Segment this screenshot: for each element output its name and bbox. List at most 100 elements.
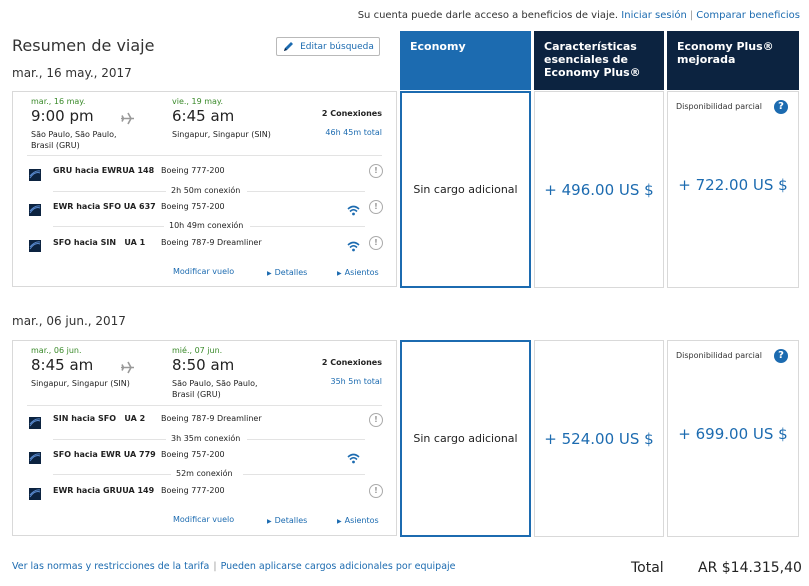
pencil-icon: [282, 41, 295, 53]
column-header-economy-plus-enhanced: Economy Plus® mejorada: [667, 31, 799, 90]
layover-duration: 52m conexión: [176, 469, 233, 478]
caret-right-icon: ▶: [267, 518, 272, 525]
divider: [27, 405, 382, 406]
edit-search-label: Editar búsqueda: [300, 41, 374, 52]
united-logo-icon: [29, 485, 41, 504]
wifi-icon: [347, 237, 360, 256]
modify-flight-link[interactable]: Modificar vuelo: [173, 267, 235, 276]
total-duration: 46h 45m total: [325, 128, 382, 137]
total-label: Total: [631, 560, 664, 576]
info-icon[interactable]: !: [369, 413, 383, 427]
segment-route: EWR hacia SFO UA 637: [53, 202, 156, 211]
layover-duration: 10h 49m conexión: [169, 221, 244, 230]
layover-line: [53, 439, 166, 440]
fare-economy-plus-return[interactable]: + 524.00 US $: [534, 340, 664, 537]
depart-date: mar., 06 jun.: [31, 346, 82, 355]
details-label: Detalles: [274, 268, 308, 277]
depart-time: 8:45 am: [31, 356, 94, 374]
availability-note: Disponibilidad parcial: [676, 351, 763, 360]
fare-price: + 722.00 US $: [678, 176, 788, 194]
compare-benefits-link[interactable]: Comparar beneficios: [696, 10, 800, 21]
fare-price: + 699.00 US $: [678, 425, 788, 443]
segment-route: EWR hacia GRUUA 149: [53, 486, 155, 495]
help-icon[interactable]: ?: [774, 100, 788, 114]
wifi-icon: [347, 201, 360, 220]
depart-date: mar., 16 may.: [31, 97, 86, 106]
airplane-icon: [120, 110, 135, 129]
layover-line: [250, 226, 365, 227]
divider: [27, 155, 382, 156]
flight-card-outbound: mar., 16 may. 9:00 pm São Paulo, São Pau…: [12, 91, 397, 287]
segment-aircraft: Boeing 757-200: [161, 202, 225, 211]
seats-label: Asientos: [344, 268, 379, 277]
availability-note: Disponibilidad parcial: [676, 102, 763, 111]
seats-link[interactable]: ▶ Asientos: [337, 516, 379, 525]
total-duration: 35h 5m total: [330, 377, 382, 386]
caret-right-icon: ▶: [267, 270, 272, 277]
depart-time: 9:00 pm: [31, 107, 94, 125]
layover-duration: 3h 35m conexión: [171, 434, 241, 443]
info-icon[interactable]: !: [369, 236, 383, 250]
arrive-date: mié., 07 jun.: [172, 346, 223, 355]
arrive-date: vie., 19 may.: [172, 97, 224, 106]
caret-right-icon: ▶: [337, 518, 342, 525]
depart-city: Singapur, Singapur (SIN): [31, 379, 130, 388]
help-icon[interactable]: ?: [774, 349, 788, 363]
signin-link[interactable]: Iniciar sesión: [621, 10, 687, 21]
caret-right-icon: ▶: [337, 270, 342, 277]
united-logo-icon: [29, 414, 41, 433]
wifi-icon: [347, 449, 360, 468]
fare-economy-return[interactable]: Sin cargo adicional: [400, 340, 531, 537]
total-value: AR $14.315,40: [698, 560, 802, 576]
layover-line: [247, 439, 365, 440]
layover-line: [53, 474, 171, 475]
segment-aircraft: Boeing 757-200: [161, 450, 225, 459]
segment-aircraft: Boeing 787-9 Dreamliner: [161, 238, 262, 247]
united-logo-icon: [29, 449, 41, 468]
arrive-city: São Paulo, São Paulo, Brasil (GRU): [172, 379, 258, 399]
layover-duration: 2h 50m conexión: [171, 186, 241, 195]
fare-economy-plus-outbound[interactable]: + 496.00 US $: [534, 91, 664, 288]
layover-line: [247, 191, 365, 192]
page-title: Resumen de viaje: [12, 36, 155, 55]
column-header-economy: Economy: [400, 31, 531, 90]
fare-economy-outbound[interactable]: Sin cargo adicional: [400, 91, 531, 288]
united-logo-icon: [29, 166, 41, 185]
edit-search-button[interactable]: Editar búsqueda: [276, 37, 380, 56]
seats-link[interactable]: ▶ Asientos: [337, 268, 379, 277]
segment-route: SIN hacia SFO UA 2: [53, 414, 146, 423]
segment-aircraft: Boeing 777-200: [161, 486, 225, 495]
united-logo-icon: [29, 201, 41, 220]
account-prompt: Su cuenta puede darle acceso a beneficio…: [357, 10, 619, 21]
arrive-time: 8:50 am: [172, 356, 235, 374]
segment-route: SFO hacia EWR UA 779: [53, 450, 156, 459]
layover-line: [53, 226, 164, 227]
details-label: Detalles: [274, 516, 308, 525]
airplane-icon: [120, 359, 135, 378]
trip-date-outbound: mar., 16 may., 2017: [12, 66, 132, 80]
details-link[interactable]: ▶ Detalles: [267, 516, 307, 525]
info-icon[interactable]: !: [369, 164, 383, 178]
connections-count: 2 Conexiones: [321, 358, 382, 367]
connections-count: 2 Conexiones: [321, 109, 382, 118]
info-icon[interactable]: !: [369, 484, 383, 498]
details-link[interactable]: ▶ Detalles: [267, 268, 307, 277]
footer-links: Ver las normas y restricciones de la tar…: [12, 561, 456, 572]
segment-aircraft: Boeing 787-9 Dreamliner: [161, 414, 262, 423]
modify-flight-link[interactable]: Modificar vuelo: [173, 515, 235, 524]
baggage-fees-link[interactable]: Pueden aplicarse cargos adicionales por …: [220, 561, 456, 572]
united-logo-icon: [29, 237, 41, 256]
arrive-city: Singapur, Singapur (SIN): [172, 130, 271, 139]
layover-line: [243, 474, 365, 475]
segment-route: SFO hacia SIN UA 1: [53, 238, 146, 247]
fare-rules-link[interactable]: Ver las normas y restricciones de la tar…: [12, 561, 210, 572]
fare-economy-plus-enhanced-return[interactable]: Disponibilidad parcial ? + 699.00 US $: [667, 340, 799, 537]
segment-route: GRU hacia EWRUA 148: [53, 166, 155, 175]
fare-economy-plus-enhanced-outbound[interactable]: Disponibilidad parcial ? + 722.00 US $: [667, 91, 799, 288]
info-icon[interactable]: !: [369, 200, 383, 214]
column-header-economy-plus: Características esenciales de Economy Pl…: [534, 31, 664, 90]
flight-card-return: mar., 06 jun. 8:45 am Singapur, Singapur…: [12, 340, 397, 536]
layover-line: [53, 191, 166, 192]
segment-aircraft: Boeing 777-200: [161, 166, 225, 175]
depart-city: São Paulo, São Paulo, Brasil (GRU): [31, 130, 117, 150]
